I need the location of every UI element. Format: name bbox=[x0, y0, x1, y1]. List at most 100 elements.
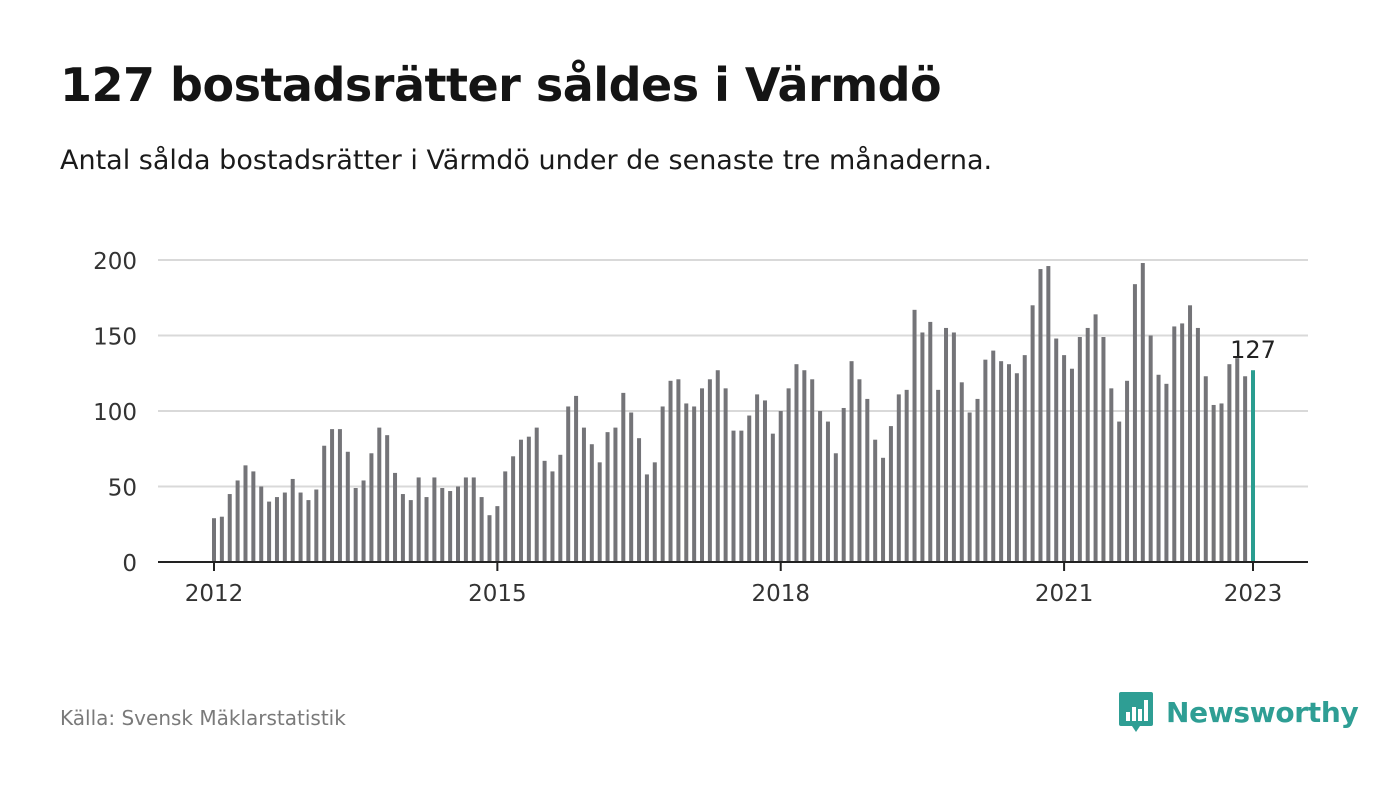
bar bbox=[298, 492, 303, 562]
bar bbox=[274, 497, 279, 562]
bar bbox=[951, 332, 956, 562]
y-tick-label: 100 bbox=[93, 400, 137, 426]
bar bbox=[818, 411, 823, 562]
bar bbox=[518, 439, 523, 562]
newsworthy-logo[interactable]: Newsworthy bbox=[1118, 690, 1359, 734]
bar bbox=[1038, 269, 1043, 562]
bar bbox=[1006, 364, 1011, 562]
bar bbox=[762, 400, 767, 562]
bar bbox=[983, 359, 988, 562]
bar bbox=[802, 370, 807, 562]
bar bbox=[589, 444, 594, 562]
bar bbox=[629, 412, 634, 562]
bar bbox=[314, 489, 319, 562]
bar bbox=[1069, 368, 1074, 562]
bar bbox=[1062, 355, 1067, 562]
bar bbox=[597, 462, 602, 562]
source-note: Källa: Svensk Mäklarstatistik bbox=[60, 706, 346, 730]
bar bbox=[581, 427, 586, 562]
bar bbox=[825, 421, 830, 562]
bar bbox=[1109, 388, 1114, 562]
bar bbox=[896, 394, 901, 562]
bar bbox=[353, 488, 358, 562]
bar bbox=[1180, 323, 1185, 562]
bar bbox=[731, 430, 736, 562]
bar bbox=[778, 411, 783, 562]
bar bbox=[219, 516, 224, 562]
bar bbox=[503, 471, 508, 562]
bar bbox=[1085, 327, 1090, 562]
bar bbox=[873, 439, 878, 562]
bar bbox=[613, 427, 618, 562]
bar bbox=[841, 407, 846, 562]
bar bbox=[550, 471, 555, 562]
bar bbox=[282, 492, 287, 562]
bar bbox=[471, 477, 476, 562]
bar bbox=[385, 435, 390, 562]
bar bbox=[1235, 358, 1240, 562]
bar bbox=[644, 474, 649, 562]
bar bbox=[1243, 376, 1248, 562]
x-axis-ticks: 2012 2015 2018 2021 2023 bbox=[185, 562, 1282, 607]
bar bbox=[1132, 284, 1137, 562]
bar bbox=[1077, 337, 1082, 562]
bar bbox=[700, 388, 705, 562]
bar bbox=[833, 453, 838, 562]
bar bbox=[290, 478, 295, 562]
bar bbox=[684, 403, 689, 562]
bar bbox=[715, 370, 720, 562]
bar bbox=[400, 494, 405, 562]
bar bbox=[676, 379, 681, 562]
bar bbox=[999, 361, 1004, 562]
bar bbox=[881, 457, 886, 562]
bar bbox=[330, 429, 335, 562]
bar bbox=[668, 380, 673, 562]
bar bbox=[408, 500, 413, 562]
x-tick-label: 2018 bbox=[751, 581, 810, 607]
bar bbox=[267, 501, 272, 562]
bar bbox=[888, 426, 893, 562]
bar bbox=[1164, 383, 1169, 562]
bar bbox=[1101, 337, 1106, 562]
bar-highlight bbox=[1251, 370, 1255, 562]
bar bbox=[652, 462, 657, 562]
bar bbox=[1219, 403, 1224, 562]
chart-subtitle: Antal sålda bostadsrätter i Värmdö under… bbox=[60, 145, 993, 176]
bar bbox=[1227, 364, 1232, 562]
bar bbox=[660, 406, 665, 562]
bar bbox=[322, 445, 327, 562]
bar bbox=[605, 432, 610, 562]
bar bbox=[212, 518, 216, 562]
highlight-value-label: 127 bbox=[1230, 336, 1276, 364]
bar bbox=[534, 427, 539, 562]
bar bbox=[1156, 374, 1161, 562]
bar bbox=[448, 491, 453, 562]
bar bbox=[369, 453, 374, 562]
bar bbox=[1203, 376, 1208, 562]
bar bbox=[857, 379, 862, 562]
bar bbox=[621, 392, 626, 562]
bar bbox=[432, 477, 437, 562]
bar bbox=[1140, 263, 1145, 562]
bar bbox=[337, 429, 342, 562]
bar bbox=[1054, 338, 1059, 562]
annotations: 127 bbox=[1230, 336, 1276, 364]
bar bbox=[1014, 373, 1019, 562]
bar bbox=[526, 436, 531, 562]
bar bbox=[227, 494, 232, 562]
bar bbox=[967, 412, 972, 562]
bar bbox=[739, 430, 744, 562]
bar bbox=[393, 472, 398, 562]
bar bbox=[235, 480, 240, 562]
bar bbox=[936, 389, 941, 562]
bar bbox=[1148, 335, 1153, 562]
bar bbox=[692, 406, 697, 562]
chart-title: 127 bostadsrätter såldes i Värmdö bbox=[60, 58, 942, 112]
bar bbox=[259, 486, 264, 562]
bar bbox=[542, 460, 547, 562]
bars bbox=[212, 263, 1255, 562]
bar bbox=[928, 321, 933, 562]
bar bbox=[770, 433, 775, 562]
x-tick-label: 2012 bbox=[185, 581, 244, 607]
bar bbox=[1125, 380, 1130, 562]
